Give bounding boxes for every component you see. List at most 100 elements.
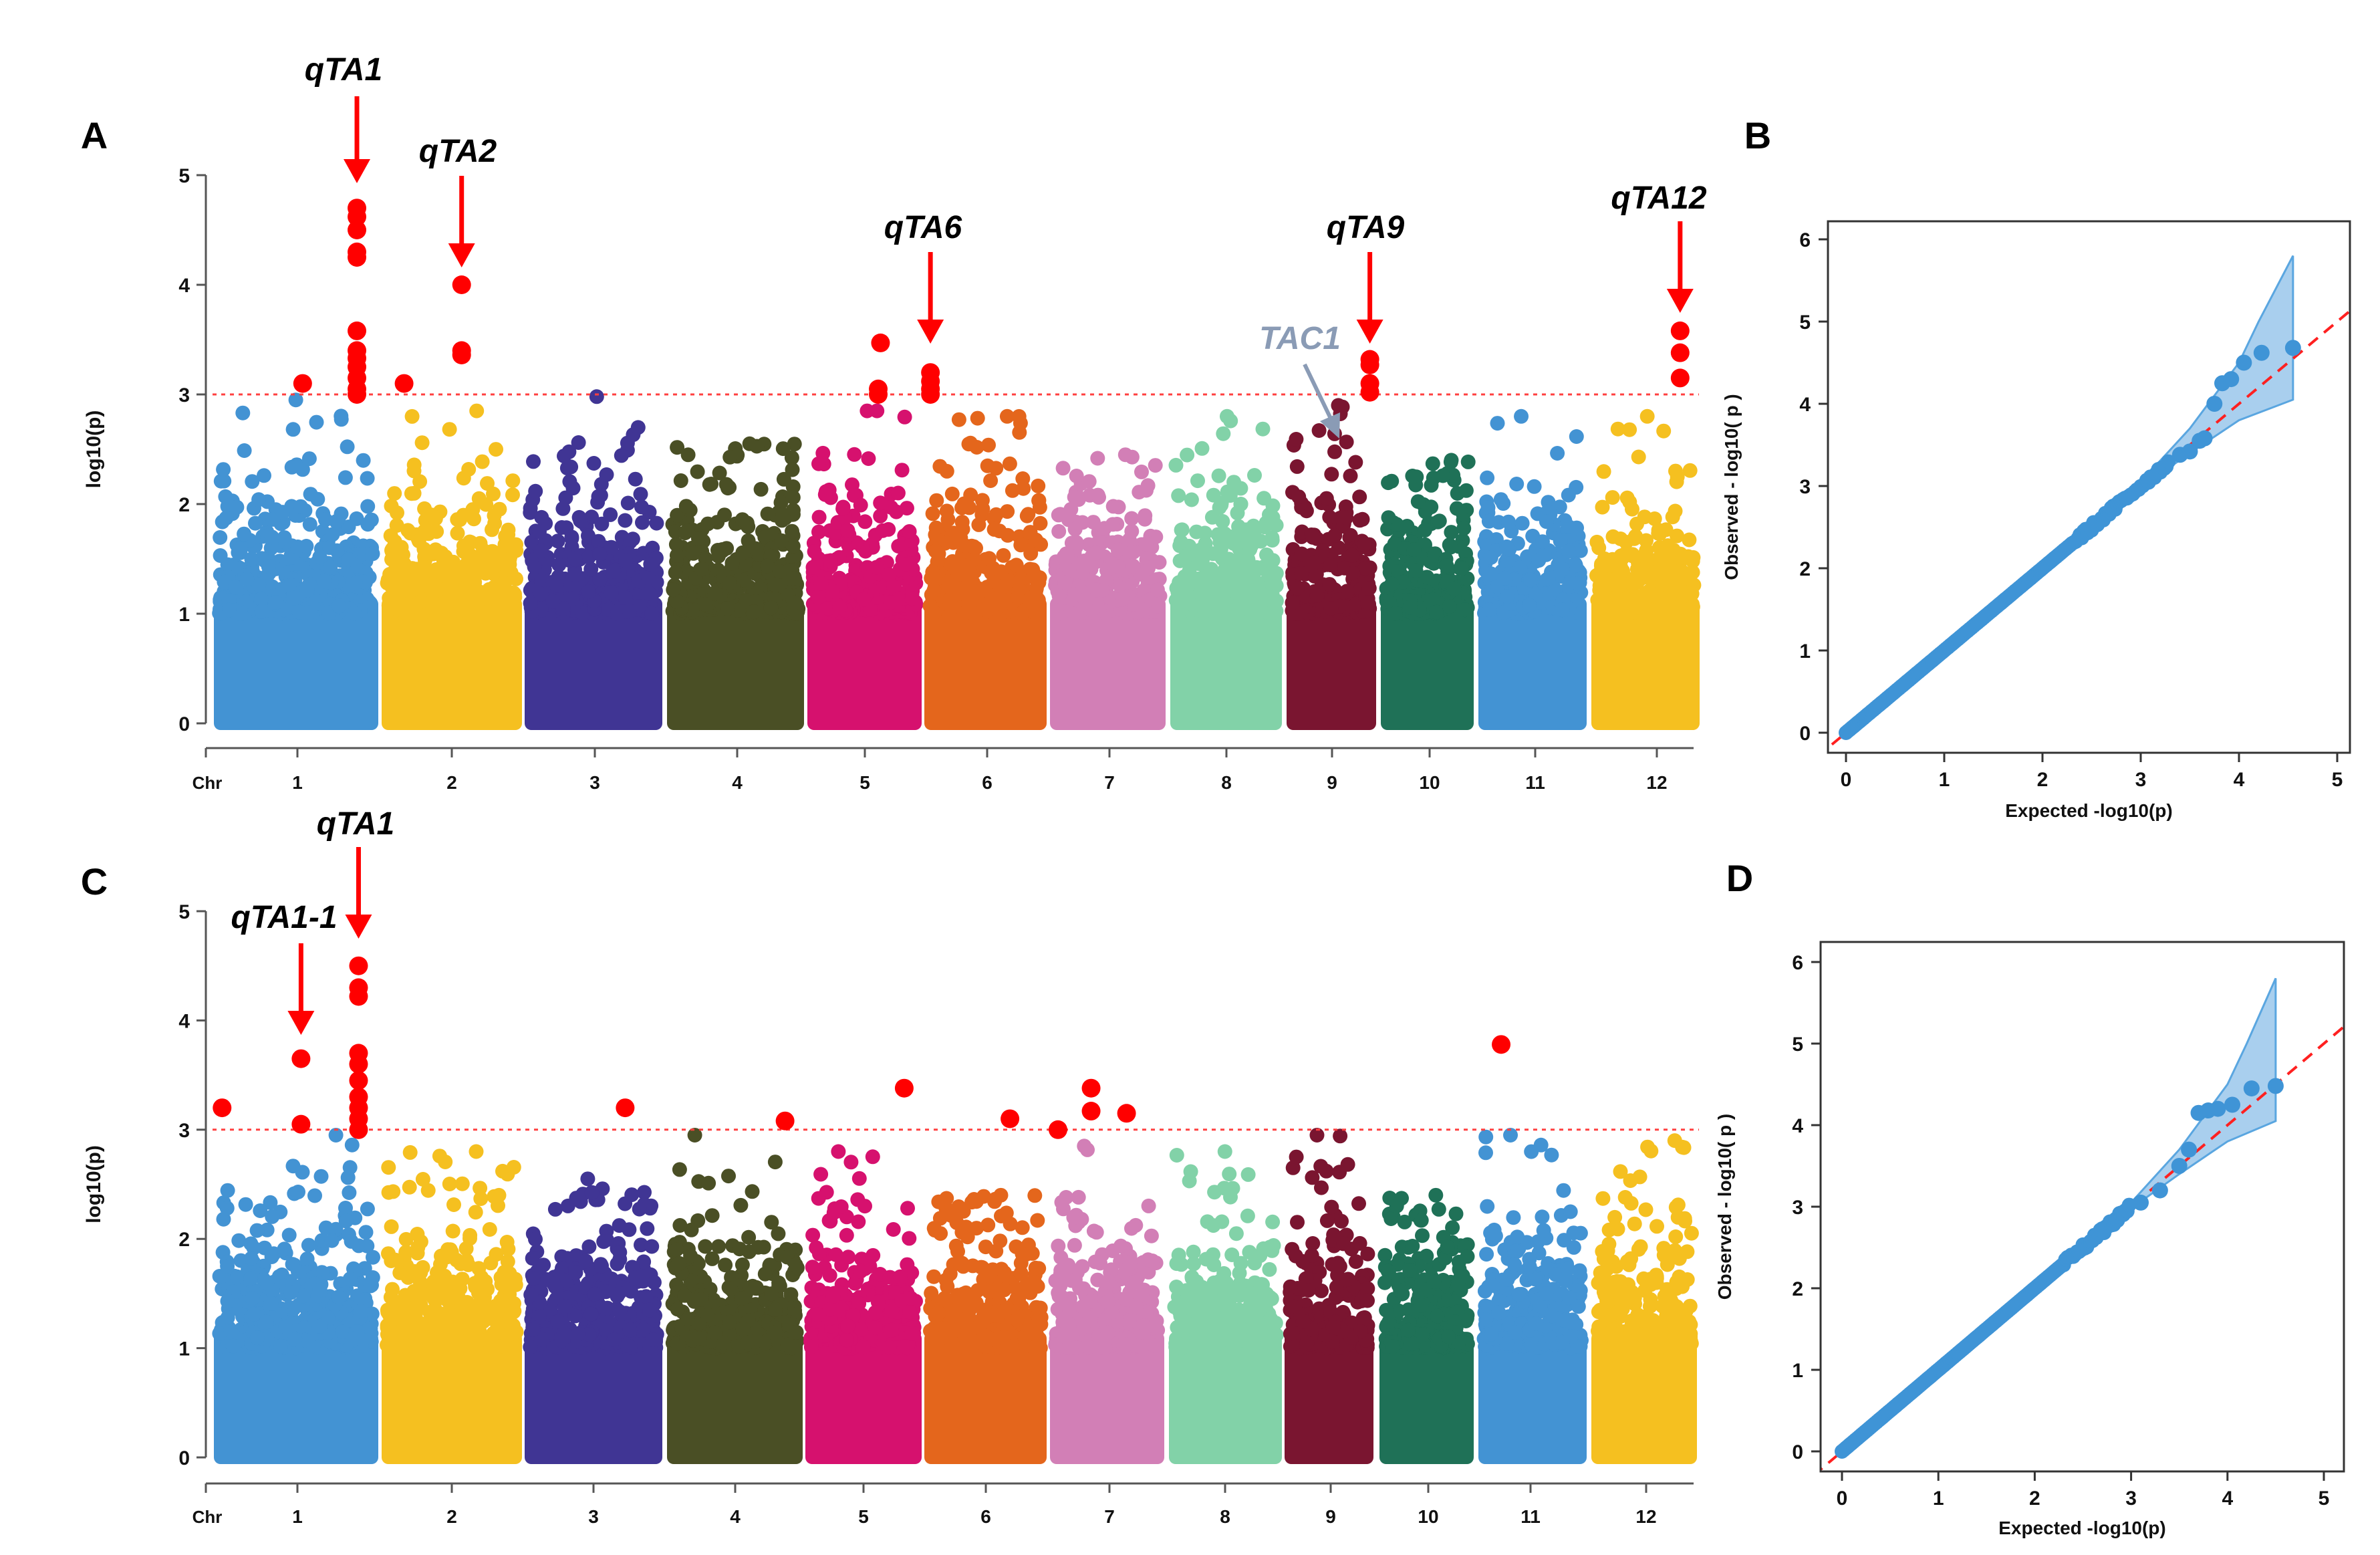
- snp-point: [897, 409, 912, 425]
- snp-point: [482, 1222, 497, 1237]
- snp-point: [225, 1338, 241, 1354]
- snp-point: [286, 590, 301, 606]
- snp-point: [1481, 513, 1496, 529]
- snp-point: [996, 548, 1011, 563]
- snp-point: [325, 527, 340, 542]
- snp-point: [670, 507, 685, 523]
- snp-point: [618, 513, 633, 528]
- snp-point: [220, 1183, 235, 1198]
- snp-point: [1067, 521, 1083, 537]
- snp-point: [479, 497, 494, 512]
- snp-point: [972, 584, 988, 598]
- x-tick-label: 8: [1220, 1506, 1230, 1527]
- y-axis-label: log10(p): [83, 410, 105, 489]
- snp-point: [1173, 534, 1188, 550]
- snp-point: [1355, 511, 1370, 527]
- snp-point: [1384, 473, 1400, 489]
- snp-point: [1659, 590, 1674, 606]
- snp-point: [1535, 534, 1550, 550]
- snp-point: [982, 551, 997, 566]
- snp-point: [560, 1198, 575, 1213]
- snp-point: [426, 546, 441, 562]
- snp-point: [277, 1241, 292, 1257]
- snp-point: [297, 1320, 312, 1335]
- snp-point: [898, 557, 914, 572]
- snp-point: [239, 571, 255, 586]
- snp-point: [704, 477, 719, 491]
- snp-point: [840, 523, 855, 538]
- snp-point: [694, 562, 709, 577]
- snp-point: [628, 471, 643, 487]
- snp-point: [584, 1185, 600, 1200]
- snp-point: [489, 1247, 504, 1262]
- snp-point: [412, 474, 428, 489]
- snp-point: [277, 530, 292, 546]
- snp-point: [1425, 592, 1440, 607]
- snp-point: [1009, 558, 1024, 573]
- chromosome-3-points: [523, 389, 664, 730]
- x-tick-label: 11: [1520, 1506, 1541, 1527]
- snp-point: [505, 487, 520, 503]
- snp-point: [249, 1223, 265, 1238]
- snp-point: [1138, 536, 1154, 552]
- snp-point: [1051, 523, 1067, 539]
- snp-point: [772, 564, 787, 579]
- x-axis-label: Expected -log10(p): [2005, 800, 2172, 821]
- snp-point: [533, 586, 549, 602]
- snp-point: [929, 493, 944, 508]
- x-tick-label: 5: [860, 772, 870, 793]
- snp-point: [1420, 570, 1435, 585]
- snp-point: [396, 556, 412, 572]
- snp-point: [1456, 521, 1472, 536]
- snp-point: [737, 572, 752, 588]
- qtl-label: qTA2: [419, 134, 497, 169]
- chromosome-7-points: [1048, 447, 1168, 730]
- snp-point: [562, 474, 577, 489]
- snp-point: [281, 1227, 297, 1243]
- snp-point: [473, 1332, 488, 1348]
- snp-point: [1499, 539, 1514, 554]
- snp-point: [578, 1253, 593, 1269]
- snp-point: [390, 505, 404, 520]
- snp-point: [1561, 544, 1576, 559]
- snp-point: [532, 524, 547, 540]
- snp-point: [428, 511, 443, 526]
- snp-point: [461, 462, 477, 477]
- snp-point: [628, 1270, 642, 1286]
- snp-point: [720, 601, 735, 616]
- significant-snp-point: [1360, 382, 1379, 402]
- snp-point: [417, 523, 432, 539]
- snp-point: [1424, 477, 1439, 493]
- snp-point: [523, 1287, 539, 1302]
- snp-point: [904, 591, 920, 606]
- snp-point: [1541, 571, 1556, 586]
- x-tick-label: 4: [732, 772, 743, 793]
- snp-point: [494, 1277, 509, 1292]
- snp-point: [324, 1233, 340, 1248]
- snp-point: [1184, 492, 1199, 507]
- snp-point: [338, 1213, 354, 1229]
- snp-point: [398, 1245, 414, 1260]
- snp-point: [634, 499, 649, 515]
- snp-point: [870, 403, 885, 418]
- chromosome-12-points: [1589, 408, 1702, 730]
- snp-point: [524, 534, 539, 550]
- snp-point: [322, 540, 337, 556]
- snp-point: [618, 590, 633, 605]
- snp-point: [1289, 580, 1305, 596]
- snp-point: [635, 515, 650, 530]
- snp-point: [551, 557, 567, 572]
- snp-point: [381, 1185, 396, 1200]
- x-tick-label: 0: [1841, 769, 1852, 791]
- snp-point: [1555, 602, 1570, 618]
- snp-point: [721, 1169, 736, 1184]
- snp-point: [496, 597, 511, 612]
- snp-point: [318, 1220, 334, 1235]
- snp-point: [334, 412, 349, 427]
- arrow-down-icon: [344, 159, 371, 183]
- snp-point: [1067, 489, 1082, 505]
- snp-point: [1446, 581, 1462, 596]
- snp-point: [509, 571, 523, 586]
- x-axis-prefix-label: Chr: [192, 773, 223, 793]
- snp-point: [1210, 590, 1225, 605]
